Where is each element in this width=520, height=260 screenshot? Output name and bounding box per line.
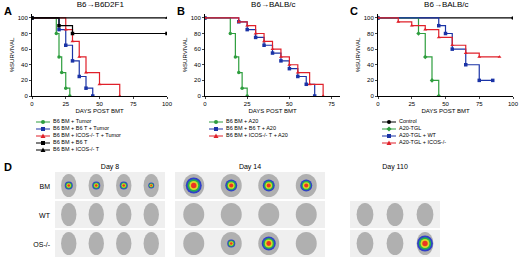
svg-text:20: 20: [367, 77, 374, 83]
svg-text:50: 50: [96, 101, 103, 107]
svg-text:BM: BM: [40, 183, 51, 190]
svg-text:100: 100: [508, 101, 519, 107]
html-text:Control: Control: [399, 118, 417, 124]
svg-text:100: 100: [162, 101, 173, 107]
svg-text:80: 80: [21, 31, 28, 37]
html-text:B6 BM + ICOS-/- T + Tumor: B6 BM + ICOS-/- T + Tumor: [53, 132, 121, 138]
svg-text:%SURVIVAL: %SURVIVAL: [9, 37, 15, 72]
svg-text:50: 50: [286, 101, 293, 107]
svg-text:0: 0: [30, 101, 34, 107]
svg-text:D: D: [4, 161, 12, 173]
svg-text:100: 100: [18, 15, 29, 21]
svg-text:60: 60: [367, 46, 374, 52]
html-text:B6 BM + ICOS-/- T + A20: B6 BM + ICOS-/- T + A20: [226, 132, 288, 138]
svg-text:0: 0: [197, 93, 201, 99]
svg-text:50: 50: [442, 101, 449, 107]
svg-text:100: 100: [191, 15, 202, 21]
svg-text:DAYS POST BMT: DAYS POST BMT: [421, 108, 469, 114]
html-text:B6 BM + A20: B6 BM + A20: [226, 118, 259, 124]
svg-text:40: 40: [21, 62, 28, 68]
html-text:B6 BM + Tumor: B6 BM + Tumor: [53, 118, 92, 124]
html-text:B6 BM + B6 T + Tumor: B6 BM + B6 T + Tumor: [53, 125, 109, 131]
svg-text:75: 75: [476, 101, 483, 107]
svg-text:Day 8: Day 8: [101, 163, 119, 171]
svg-text:75: 75: [328, 101, 335, 107]
svg-text:Day 110: Day 110: [382, 163, 408, 171]
svg-text:60: 60: [194, 46, 201, 52]
svg-text:25: 25: [244, 101, 251, 107]
html-text:A20-TGL + ICOS-/-: A20-TGL + ICOS-/-: [399, 139, 446, 145]
svg-text:40: 40: [194, 62, 201, 68]
svg-text:A: A: [4, 5, 12, 17]
svg-text:Day 14: Day 14: [239, 163, 261, 171]
svg-text:C: C: [350, 5, 358, 17]
svg-text:100: 100: [364, 15, 375, 21]
html-text:B6 BM + B6 T: B6 BM + B6 T: [53, 139, 88, 145]
svg-text:60: 60: [21, 46, 28, 52]
svg-text:%SURVIVAL: %SURVIVAL: [355, 37, 361, 72]
svg-text:B6→BALB/c: B6→BALB/c: [424, 0, 468, 9]
html-text:B6 BM + B6 T + A20: B6 BM + B6 T + A20: [226, 125, 276, 131]
svg-text:80: 80: [367, 31, 374, 37]
svg-text:DAYS POST BMT: DAYS POST BMT: [248, 108, 296, 114]
svg-text:20: 20: [194, 77, 201, 83]
svg-text:20: 20: [21, 77, 28, 83]
svg-text:0: 0: [203, 101, 207, 107]
svg-text:25: 25: [62, 101, 69, 107]
svg-text:WT: WT: [39, 212, 51, 219]
svg-text:40: 40: [367, 62, 374, 68]
svg-text:OS-/-: OS-/-: [33, 241, 50, 248]
svg-text:80: 80: [194, 31, 201, 37]
svg-text:%SURVIVAL: %SURVIVAL: [182, 37, 188, 72]
html-text:A20-TGL + WT: A20-TGL + WT: [399, 132, 436, 138]
html-text:B6 BM + ICOS-/- T: B6 BM + ICOS-/- T: [53, 146, 100, 152]
svg-text:B: B: [177, 5, 185, 17]
svg-text:B6→B6D2F1: B6→B6D2F1: [77, 0, 125, 9]
svg-text:25: 25: [408, 101, 415, 107]
svg-text:0: 0: [24, 93, 28, 99]
html-text:A20-TGL: A20-TGL: [399, 125, 422, 131]
svg-text:DAYS POST BMT: DAYS POST BMT: [75, 108, 123, 114]
svg-text:0: 0: [376, 101, 380, 107]
svg-text:B6→BALB/c: B6→BALB/c: [251, 0, 295, 9]
svg-text:75: 75: [130, 101, 137, 107]
svg-text:0: 0: [370, 93, 374, 99]
